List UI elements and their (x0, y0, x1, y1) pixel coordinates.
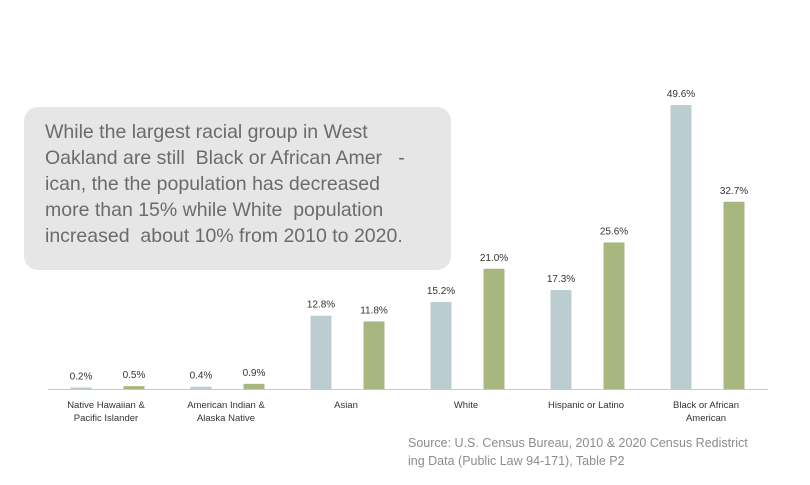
callout-box: While the largest racial group in West O… (24, 107, 451, 270)
bar-series-1-0 (70, 387, 92, 389)
category-label: Asian (334, 400, 358, 411)
bar-series-2-2 (363, 321, 385, 389)
category-label: Native Hawaiian & (67, 400, 145, 411)
data-label: 11.8% (360, 305, 388, 316)
source-line: Source: U.S. Census Bureau, 2010 & 2020 … (408, 436, 748, 450)
category-label: Pacific Islander (74, 413, 138, 424)
category-label: White (454, 400, 478, 411)
data-label: 15.2% (427, 286, 455, 297)
bar-series-2-1 (243, 383, 265, 389)
bar-series-1-4 (550, 289, 572, 389)
source-note: Source: U.S. Census Bureau, 2010 & 2020 … (408, 434, 748, 470)
bar-series-1-5 (670, 105, 692, 389)
data-label: 25.6% (600, 226, 628, 237)
bar-series-2-3 (483, 268, 505, 389)
bar-series-1-1 (190, 386, 212, 389)
bar-series-1-2 (310, 315, 332, 389)
callout-line: ican, the the population has decreased (45, 173, 380, 195)
data-label: 0.9% (243, 368, 266, 379)
callout-line: more than 15% while White population (45, 199, 384, 221)
category-label: Alaska Native (197, 413, 255, 424)
data-label: 12.8% (307, 300, 335, 311)
callout-line: Oakland are still Black or African Amer … (45, 147, 405, 169)
bar-series-2-0 (123, 386, 145, 389)
data-label: 21.0% (480, 253, 508, 264)
data-label: 32.7% (720, 186, 748, 197)
data-label: 0.4% (190, 371, 213, 382)
data-label: 17.3% (547, 274, 575, 285)
bar-series-1-3 (430, 301, 452, 389)
bar-series-2-4 (603, 242, 625, 389)
category-label: American (686, 413, 726, 424)
data-label: 49.6% (667, 89, 695, 100)
callout-line: While the largest racial group in West (45, 121, 368, 143)
source-line: ing Data (Public Law 94-171), Table P2 (408, 454, 625, 468)
category-label: Black or African (673, 400, 739, 411)
bar-series-2-5 (723, 201, 745, 389)
data-label: 0.2% (70, 372, 93, 383)
category-label: Hispanic or Latino (548, 400, 624, 411)
callout-text: While the largest racial group in West O… (45, 119, 445, 249)
data-label: 0.5% (123, 370, 146, 381)
category-label: American Indian & (187, 400, 265, 411)
callout-line: increased about 10% from 2010 to 2020. (45, 225, 403, 247)
